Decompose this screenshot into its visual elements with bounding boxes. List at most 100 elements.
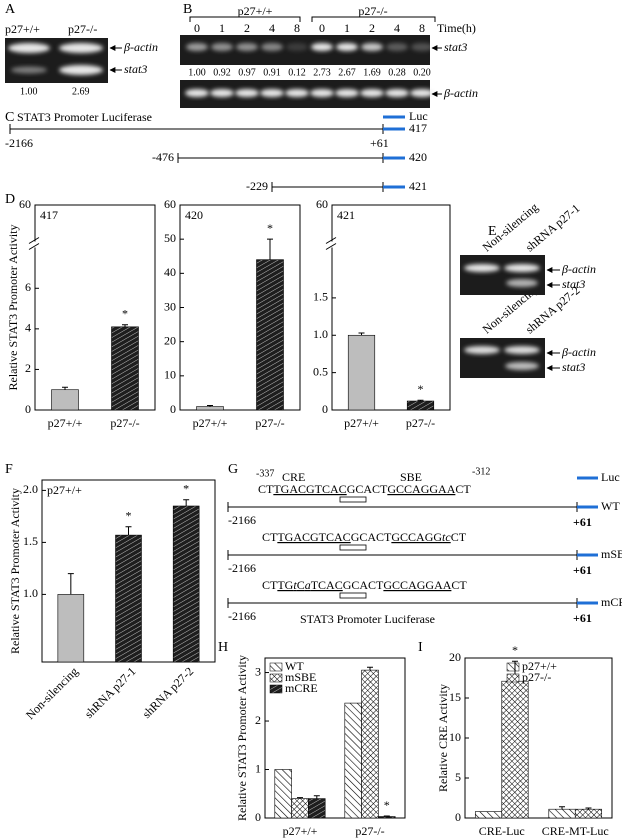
- sequence-part: C: [297, 578, 305, 592]
- gel-band: [411, 43, 433, 51]
- gel: [460, 338, 545, 378]
- position: -2166: [228, 609, 256, 623]
- y-tick-label: 0: [170, 402, 176, 416]
- y-tick-label: 1.5: [23, 534, 38, 548]
- legend-label: p27-/-: [522, 670, 551, 684]
- sequence-part: GCACT: [351, 530, 392, 544]
- time-label: 8: [294, 21, 300, 35]
- legend-swatch: [269, 684, 283, 694]
- band-label: β-actin: [561, 345, 596, 359]
- gel-band: [59, 65, 103, 75]
- gel-band: [261, 43, 283, 51]
- spacer-box: [339, 544, 367, 551]
- error-bar: [267, 238, 273, 260]
- quant: 2.67: [338, 67, 356, 78]
- error-bar: [417, 399, 424, 402]
- y-axis-label: Relative CRE Activity: [436, 684, 450, 792]
- quant: 1.00: [188, 67, 206, 78]
- y-tick-label: 30: [164, 299, 176, 313]
- y-tick-label: 20: [449, 650, 461, 664]
- y-tick-label: 0: [255, 810, 261, 824]
- quant: 2.73: [313, 67, 331, 78]
- legend-swatch: [506, 662, 520, 672]
- quant: 0.20: [413, 67, 431, 78]
- gel-band: [211, 43, 233, 51]
- y-tick-label: 2: [25, 361, 31, 375]
- x-tick-label: Non-silencing: [23, 664, 81, 722]
- bar: [406, 400, 435, 411]
- group-label: p27+/+: [238, 4, 273, 18]
- panel-letter: A: [5, 2, 16, 17]
- panel-letter: D: [5, 192, 15, 207]
- x-tick-label: p27-/-: [110, 416, 139, 430]
- gel-band: [336, 43, 358, 51]
- y-tick-label: 60: [19, 197, 31, 211]
- gel-band: [506, 279, 538, 287]
- panel-letter: F: [5, 462, 13, 477]
- sequence-part: GCCAGG: [391, 530, 442, 544]
- construct-name: mSBE: [601, 547, 622, 561]
- error-bar: [122, 324, 128, 327]
- bar: [474, 811, 503, 819]
- x-tick-label: p27+/+: [48, 416, 83, 430]
- position: -2166: [5, 136, 33, 150]
- y-tick-label: 40: [164, 265, 176, 279]
- bar: [347, 334, 376, 411]
- reporter-label: Luc: [409, 109, 428, 123]
- y-tick-label: 0: [25, 402, 31, 416]
- gel-band: [464, 264, 500, 272]
- reporter-label: Luc: [601, 470, 620, 484]
- time-label: 2: [244, 21, 250, 35]
- gel-band: [311, 43, 333, 51]
- sequence: CTTGACGTCACGCACTGCCAGGAACT: [258, 482, 471, 496]
- sequence-part: tc: [442, 530, 451, 544]
- bar: [57, 594, 85, 663]
- gel-band: [335, 89, 359, 97]
- position: +61: [573, 563, 592, 577]
- sequence-part: TGACGTCAC: [273, 482, 346, 496]
- site-label: CRE: [282, 470, 305, 484]
- gel-band: [464, 346, 500, 354]
- y-tick-label: 2.0: [23, 482, 38, 496]
- line: [325, 237, 337, 244]
- gel-band: [361, 43, 383, 51]
- column-label: p27-/-: [68, 22, 97, 36]
- gel-band: [360, 89, 384, 97]
- line: [325, 243, 337, 250]
- y-tick-label: 1.5: [313, 290, 328, 304]
- legend-swatch: [506, 673, 520, 683]
- gel-band: [59, 43, 103, 53]
- group-label: p27-/-: [358, 4, 387, 18]
- bar: [574, 808, 603, 819]
- band-label: stat3: [562, 277, 585, 291]
- quant: 0.91: [263, 67, 281, 78]
- bar: [256, 259, 284, 411]
- quant: 0.97: [238, 67, 256, 78]
- significance: *: [122, 307, 128, 321]
- y-tick-label: 1: [255, 761, 261, 775]
- position: -337: [256, 468, 274, 479]
- gel-band: [285, 89, 309, 97]
- significance: *: [418, 382, 424, 396]
- column-label: p27+/+: [5, 22, 40, 36]
- x-tick-label: CRE-MT-Luc: [542, 824, 609, 838]
- bar: [308, 798, 326, 819]
- construct-name: WT: [601, 499, 620, 513]
- quant: 2.69: [72, 86, 90, 97]
- legend-label: mSBE: [285, 670, 316, 684]
- construct-title: STAT3 Promoter Luciferase: [17, 110, 152, 124]
- legend-label: WT: [285, 659, 304, 673]
- panel-letter: C: [5, 110, 14, 125]
- panel-letter: E: [488, 224, 497, 239]
- y-tick-label: 5: [455, 770, 461, 784]
- error-bar: [62, 386, 68, 390]
- gel-band: [210, 89, 234, 97]
- gel-band: [186, 43, 208, 51]
- sequence-part: TGACGTCAC: [277, 530, 350, 544]
- construct-name: mCRE: [601, 595, 622, 609]
- y-tick-label: 0.5: [313, 364, 328, 378]
- sequence-part: GCCAGGAA: [387, 482, 455, 496]
- bar: [274, 769, 292, 819]
- x-tick-label: p27-/-: [355, 824, 384, 838]
